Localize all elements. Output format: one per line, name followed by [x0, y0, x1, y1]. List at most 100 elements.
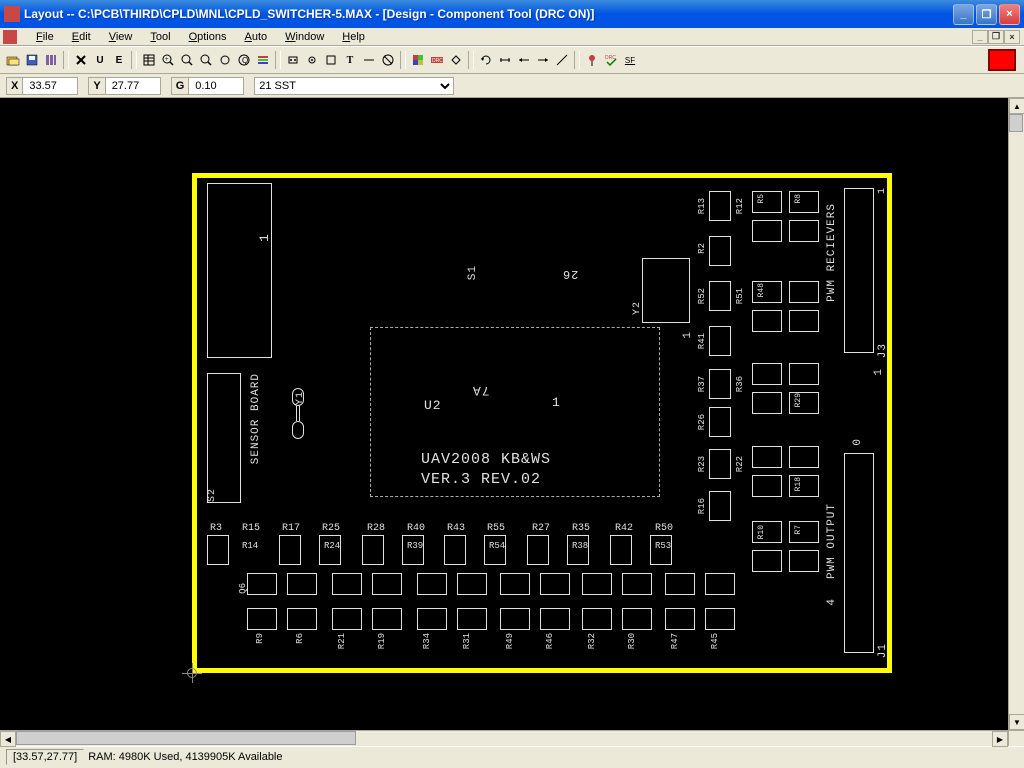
- menu-auto[interactable]: Auto: [236, 29, 275, 45]
- maximize-button[interactable]: ❐: [976, 4, 997, 25]
- x-value: 33.57: [22, 77, 78, 95]
- mdi-close-button[interactable]: ×: [1004, 30, 1020, 44]
- layers-icon[interactable]: [254, 51, 272, 69]
- mdi-minimize-button[interactable]: _: [972, 30, 988, 44]
- cap-body: [296, 406, 300, 421]
- vertical-scrollbar[interactable]: ▲ ▼: [1008, 98, 1024, 730]
- minimize-button[interactable]: _: [953, 4, 974, 25]
- save-icon[interactable]: [23, 51, 41, 69]
- scroll-right-icon[interactable]: ▶: [992, 731, 1008, 747]
- component-y2: [642, 258, 690, 323]
- dim3-icon[interactable]: [534, 51, 552, 69]
- y-label: Y: [88, 77, 104, 95]
- zoom-out-icon[interactable]: [178, 51, 196, 69]
- component-u1: [207, 183, 272, 358]
- horizontal-scrollbar-row: ◀ ▶: [0, 730, 1024, 746]
- menu-file[interactable]: File: [28, 29, 62, 45]
- app-icon: [4, 6, 20, 22]
- status-position: [33.57,27.77]: [6, 749, 84, 765]
- connection-icon[interactable]: [360, 51, 378, 69]
- menu-tool[interactable]: Tool: [142, 29, 178, 45]
- grid-value: 0.10: [188, 77, 244, 95]
- label-1b: 1: [682, 331, 694, 339]
- query-icon[interactable]: Q: [235, 51, 253, 69]
- label-u2: U2: [424, 398, 442, 413]
- label-sensor: SENSOR BOARD: [250, 373, 262, 464]
- label-1d: 1: [873, 368, 885, 376]
- coordinate-bar: X 33.57 Y 27.77 G 0.10 21 SST: [0, 74, 1024, 98]
- window-controls: _ ❐ ×: [953, 4, 1020, 25]
- menu-view[interactable]: View: [101, 29, 141, 45]
- open-icon[interactable]: [4, 51, 22, 69]
- reconnect-icon[interactable]: [447, 51, 465, 69]
- mdi-controls: File Edit View Tool Options Auto Window …: [0, 28, 1024, 46]
- design-canvas[interactable]: 1 SENSOR BOARD S2 Y1 U2 7A 1 UAV2008 KB&…: [0, 98, 1008, 730]
- mdi-restore-button[interactable]: ❐: [988, 30, 1004, 44]
- obstacle-icon[interactable]: [322, 51, 340, 69]
- dim2-icon[interactable]: [515, 51, 533, 69]
- canvas-wrap: 1 SENSOR BOARD S2 Y1 U2 7A 1 UAV2008 KB&…: [0, 98, 1024, 730]
- zoom-in-icon[interactable]: +: [159, 51, 177, 69]
- drc-check-icon[interactable]: DRC: [602, 51, 620, 69]
- pushpin-icon[interactable]: [583, 51, 601, 69]
- label-ver: VER.3 REV.02: [421, 471, 541, 488]
- svg-text:DRC: DRC: [432, 58, 443, 64]
- toolbar-sep: [275, 51, 281, 69]
- label-26: 26: [562, 267, 578, 281]
- sf-icon[interactable]: SF: [621, 51, 639, 69]
- scroll-left-icon[interactable]: ◀: [0, 731, 16, 747]
- spreadsheet-icon[interactable]: [140, 51, 158, 69]
- x-label: X: [6, 77, 22, 95]
- label-pwmout: PWM OUTPUT: [826, 503, 838, 579]
- color-icon[interactable]: [409, 51, 427, 69]
- component-j1: [844, 453, 874, 653]
- zoom-fit-icon[interactable]: [197, 51, 215, 69]
- horizontal-scrollbar[interactable]: ◀ ▶: [0, 731, 1008, 746]
- label-j3: J3: [877, 343, 889, 358]
- close-button[interactable]: ×: [999, 4, 1020, 25]
- component-j3: [844, 188, 874, 353]
- pin-icon[interactable]: [303, 51, 321, 69]
- error-icon[interactable]: [379, 51, 397, 69]
- toolbar-sep: [400, 51, 406, 69]
- label-s1: S1: [467, 265, 479, 280]
- dim4-icon[interactable]: [553, 51, 571, 69]
- layer-select[interactable]: 21 SST: [254, 77, 454, 95]
- label-1: 1: [257, 233, 272, 242]
- scroll-up-icon[interactable]: ▲: [1009, 98, 1024, 114]
- status-memory: RAM: 4980K Used, 4139905K Available: [88, 751, 282, 763]
- edit-icon[interactable]: E: [110, 51, 128, 69]
- component-icon[interactable]: [284, 51, 302, 69]
- pcb-board: 1 SENSOR BOARD S2 Y1 U2 7A 1 UAV2008 KB&…: [192, 173, 892, 673]
- scroll-thumb-h[interactable]: [16, 731, 356, 745]
- refresh-icon[interactable]: [477, 51, 495, 69]
- library-icon[interactable]: [42, 51, 60, 69]
- toolbar-sep: [131, 51, 137, 69]
- label-7a: 7A: [472, 383, 490, 398]
- menu-window[interactable]: Window: [277, 29, 332, 45]
- undo-icon[interactable]: U: [91, 51, 109, 69]
- text-icon[interactable]: T: [341, 51, 359, 69]
- toolbar-sep: [574, 51, 580, 69]
- grid-label: G: [171, 77, 189, 95]
- origin-marker: [182, 663, 202, 683]
- menu-help[interactable]: Help: [334, 29, 373, 45]
- label-y2: Y2: [632, 301, 643, 315]
- y-value: 27.77: [105, 77, 161, 95]
- menu-options[interactable]: Options: [181, 29, 235, 45]
- delete-icon[interactable]: [72, 51, 90, 69]
- menu-edit[interactable]: Edit: [64, 29, 99, 45]
- dim1-icon[interactable]: [496, 51, 514, 69]
- color-indicator[interactable]: [988, 49, 1016, 71]
- titlebar: Layout -- C:\PCB\THIRD\CPLD\MNL\CPLD_SWI…: [0, 0, 1024, 28]
- label-0: 0: [852, 438, 864, 446]
- scroll-down-icon[interactable]: ▼: [1009, 714, 1024, 730]
- toolbar-sep: [468, 51, 474, 69]
- mdi-doc-icon: [3, 30, 17, 44]
- label-1c: 1: [877, 187, 888, 194]
- toolbar: U E + Q T DRC DRC SF: [0, 46, 1024, 74]
- zoom-all-icon[interactable]: [216, 51, 234, 69]
- scroll-thumb-v[interactable]: [1009, 114, 1023, 132]
- window-title: Layout -- C:\PCB\THIRD\CPLD\MNL\CPLD_SWI…: [24, 7, 953, 21]
- online-drc-icon[interactable]: DRC: [428, 51, 446, 69]
